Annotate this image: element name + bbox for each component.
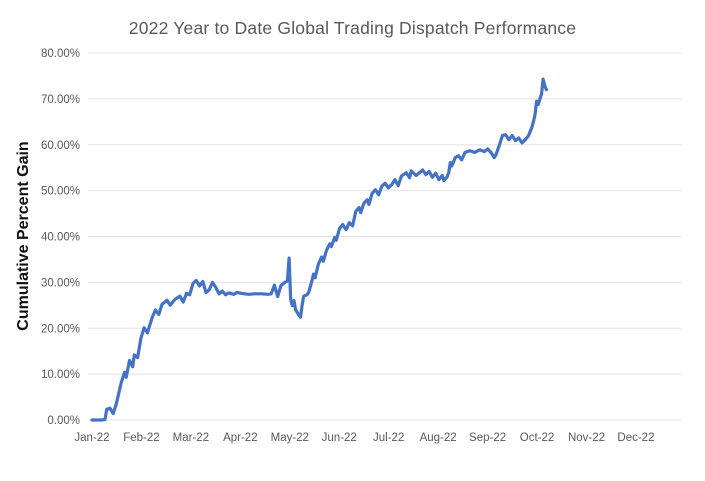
x-tick-label: Apr-22 (223, 432, 258, 444)
performance-line (90, 77, 549, 422)
x-tick-label: Aug-22 (420, 432, 457, 444)
x-tick-label: Sep-22 (469, 432, 506, 444)
y-tick-label: 10.00% (41, 369, 80, 381)
chart-title: 2022 Year to Date Global Trading Dispatc… (128, 18, 577, 38)
x-tick-label: Dec-22 (617, 432, 654, 444)
y-tick-label: 50.00% (41, 186, 80, 198)
y-tick-label: 0.00% (47, 415, 80, 427)
x-tick-label: Jul-22 (373, 432, 404, 444)
y-tick-label: 20.00% (41, 323, 80, 335)
x-tick-label: Feb-22 (123, 432, 159, 444)
y-tick-label: 80.00% (41, 48, 80, 60)
y-tick-label: 70.00% (41, 94, 80, 106)
x-tick-label: Nov-22 (568, 432, 605, 444)
x-tick-label: May-22 (271, 432, 309, 444)
y-tick-label: 40.00% (41, 232, 80, 244)
x-tick-label: Jan-22 (74, 432, 109, 444)
x-tick-label: Jun-22 (322, 432, 357, 444)
y-tick-label: 60.00% (41, 140, 80, 152)
y-tick-label: 30.00% (41, 277, 80, 289)
x-tick-label: Mar-22 (173, 432, 209, 444)
x-tick-label: Oct-22 (520, 432, 555, 444)
